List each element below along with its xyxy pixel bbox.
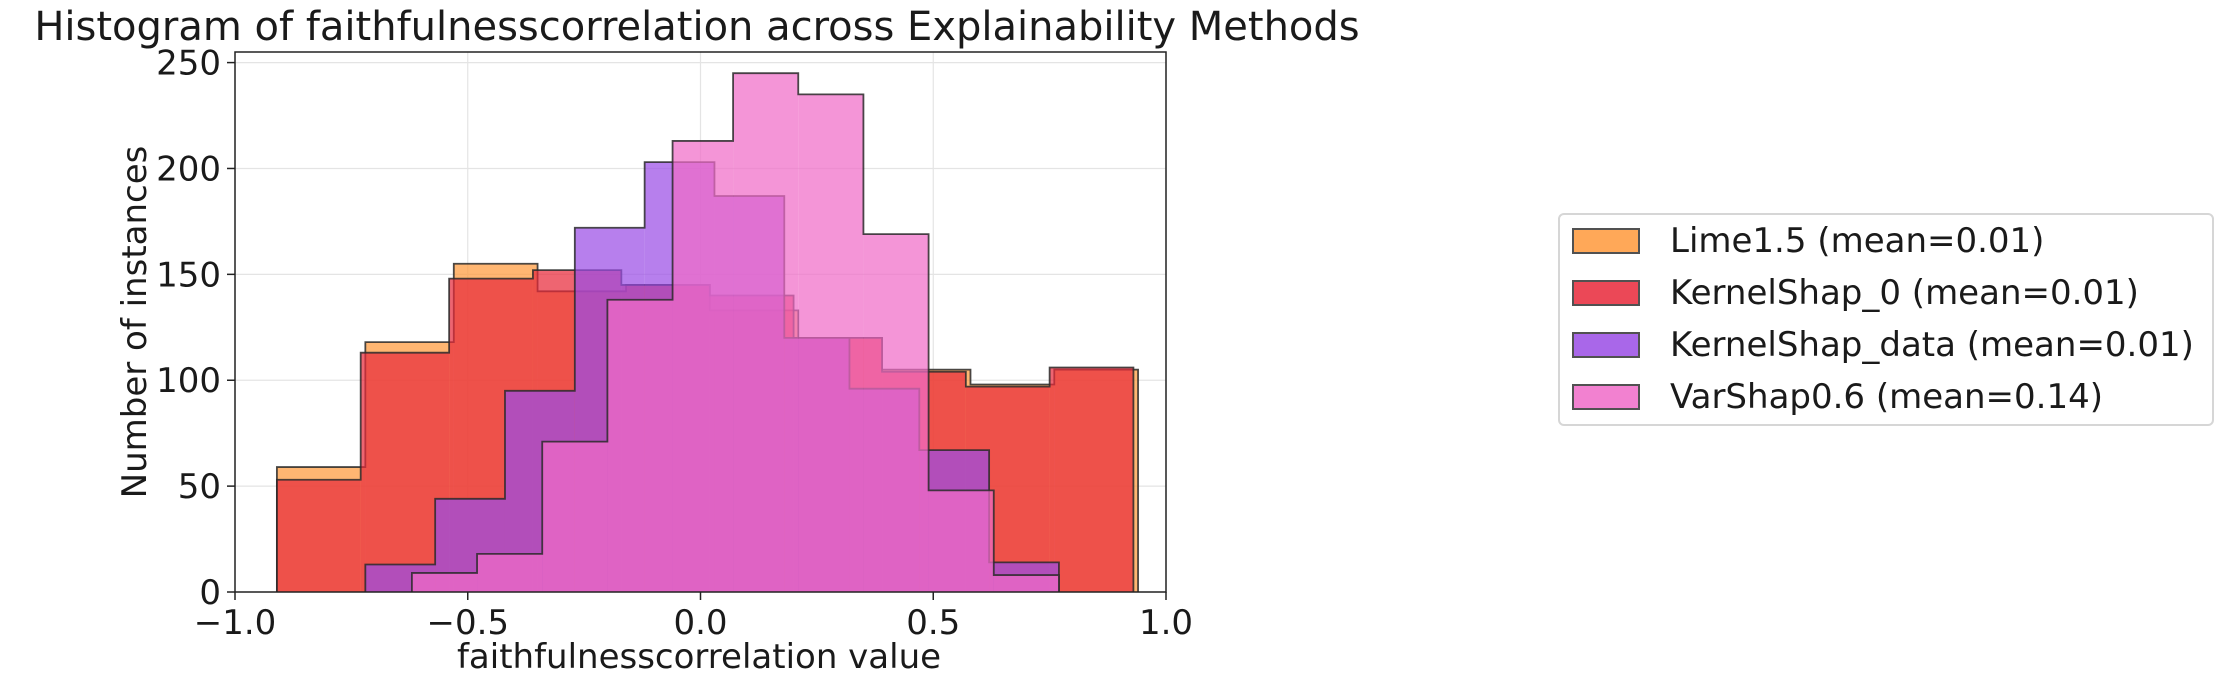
x-tick-label: −1.0 [194,603,277,643]
axis-ticks: −1.0 −0.5 0.0 0.5 1.0 0 50 100 150 200 250 [156,44,1193,643]
y-tick-label: 150 [156,255,221,295]
y-tick-label: 50 [178,467,221,507]
y-tick-label: 100 [156,361,221,401]
legend-item: VarShap0.6 (mean=0.14) [1572,371,2103,423]
histogram-bar [607,299,673,592]
histogram-bar [542,441,608,592]
legend-item: Lime1.5 (mean=0.01) [1572,215,2044,267]
x-tick-label: 1.0 [1139,603,1193,643]
x-axis-label: faithfulnesscorrelation value [457,637,941,677]
legend-item: KernelShap_data (mean=0.01) [1572,319,2194,371]
histogram-bar [863,234,929,592]
legend-item: KernelShap_0 (mean=0.01) [1572,267,2139,319]
legend-swatch [1572,228,1640,254]
legend: Lime1.5 (mean=0.01) KernelShap_0 (mean=0… [1558,213,2214,426]
y-tick-label: 200 [156,149,221,189]
legend-swatch [1572,332,1640,358]
histogram-bar [733,73,799,593]
histogram-bar [993,575,1059,592]
x-tick-label: −0.5 [426,603,509,643]
legend-swatch [1572,384,1640,410]
legend-label: VarShap0.6 (mean=0.14) [1670,377,2104,417]
x-tick-label: 0.5 [906,603,960,643]
legend-swatch [1572,280,1640,306]
legend-label: Lime1.5 (mean=0.01) [1670,221,2045,261]
y-tick-label: 0 [199,573,221,613]
histogram-bar [477,553,543,592]
histogram-bar [276,479,361,592]
y-axis-label: Number of instances [115,146,155,499]
histogram-outline [410,72,1060,592]
histogram-bars [275,72,1139,593]
histogram-bar [798,94,864,593]
histogram-bar [1049,367,1134,592]
histogram-bar [411,572,478,592]
y-tick-label: 250 [156,44,221,84]
histogram-bar [928,490,994,592]
legend-label: KernelShap_data (mean=0.01) [1670,325,2194,365]
legend-label: KernelShap_0 (mean=0.01) [1670,273,2139,313]
x-tick-label: 0.0 [673,603,727,643]
chart-title: Histogram of faithfulnesscorrelation acr… [34,4,1359,50]
histogram-bar [672,140,734,593]
series-3 [410,72,1060,593]
